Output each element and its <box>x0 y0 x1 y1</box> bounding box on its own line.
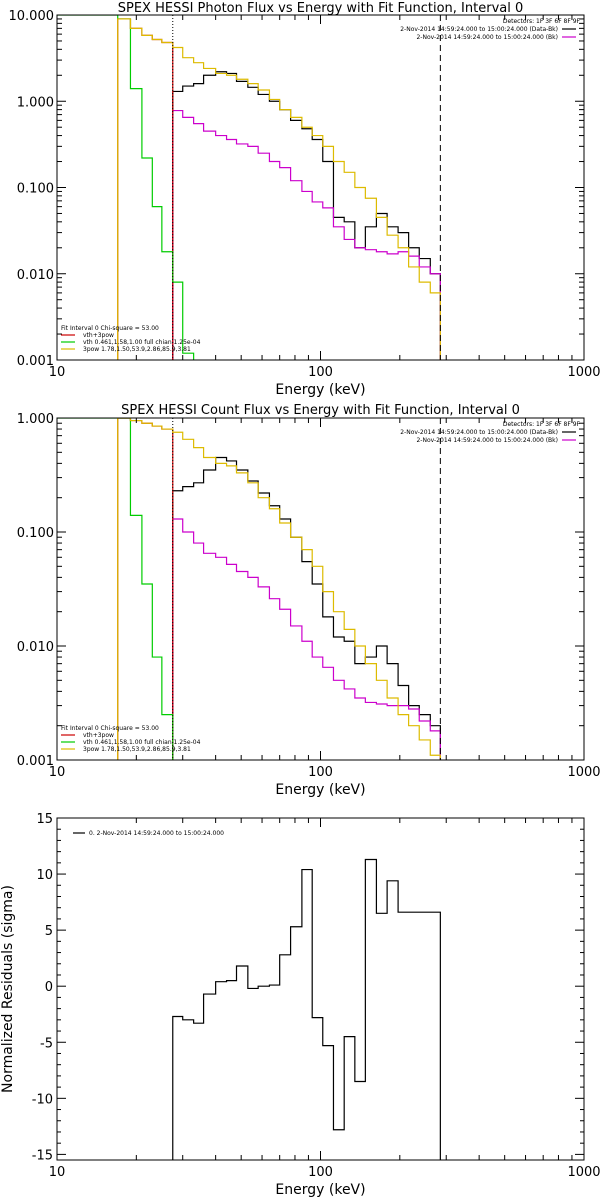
y-tick-label: -10 <box>32 1092 53 1107</box>
legend-title: Detectors: 1F 3F 6F 8F 9F <box>503 18 581 25</box>
legend-entry-label: 2-Nov-2014 14:59:24.000 to 15:00:24.000 … <box>416 437 558 444</box>
series-line-bk <box>172 109 441 360</box>
x-tick-label: 100 <box>308 365 333 380</box>
y-axis-title: Normalized Residuals (sigma) <box>0 885 16 1093</box>
y-tick-label: -5 <box>40 1036 53 1051</box>
x-tick-label: 1000 <box>567 765 600 780</box>
axes-frame <box>56 417 585 761</box>
x-tick-label: 10 <box>49 365 66 380</box>
series-line-vth-3pow <box>117 18 174 360</box>
axes-frame <box>56 817 585 1161</box>
x-tick-label: 10 <box>49 1165 66 1180</box>
x-axis-title: Energy (keV) <box>275 1182 365 1198</box>
x-axis-title: Energy (keV) <box>275 782 365 798</box>
legend-title: Fit Interval 0 Chi-square = 53.00 <box>61 325 159 332</box>
chart-3: 10 100 1000 Energy (keV) -15 -10 -5 0 5 10 15 Norma… <box>0 812 600 1198</box>
legend-entry-label: 3pow 1.78,1.50,53.9,2.86,85.9,3.81 <box>83 346 191 353</box>
y-tick-label: 1.000 <box>17 412 54 427</box>
y-tick-label: 0.001 <box>17 754 54 769</box>
series-line-data-bk <box>172 71 441 360</box>
legend-entry-label: 3pow 1.78,1.50,53.9,2.86,85.9,3.81 <box>83 746 191 753</box>
legend-entry-label: 2-Nov-2014 14:59:24.000 to 15:00:24.000 … <box>416 34 558 41</box>
x-tick-label: 10 <box>49 765 66 780</box>
legend-entry-label: vth 0.461,1.58,1.00 full chian 1.25e-04 <box>83 339 201 346</box>
series-line-bk <box>172 518 441 760</box>
plot-area <box>172 858 441 1160</box>
y-tick-label: 0.100 <box>17 526 54 541</box>
y-tick-label: 10 <box>36 868 53 883</box>
y-tick-label: 0 <box>45 980 53 995</box>
y-tick-label: 0.010 <box>17 640 54 655</box>
y-tick-label: 15 <box>36 812 53 827</box>
series-line-0-2-nov-2014-14-59-24-000-to-15-00-24-000 <box>172 858 441 1160</box>
chart-title: SPEX HESSI Photon Flux vs Energy with Fi… <box>118 1 524 16</box>
legend-title: Fit Interval 0 Chi-square = 53.00 <box>61 725 159 732</box>
x-tick-label: 1000 <box>567 1165 600 1180</box>
legend-entry-label: 0. 2-Nov-2014 14:59:24.000 to 15:00:24.0… <box>89 830 224 837</box>
x-tick-label: 100 <box>308 1165 333 1180</box>
chart-1: SPEX HESSI Photon Flux vs Energy with Fi… <box>9 1 600 398</box>
legend-entry-label: vth+3pow <box>83 732 114 739</box>
series-line-3pow <box>117 418 441 760</box>
legend-entry-label: vth 0.461,1.58,1.00 full chian 1.25e-04 <box>83 739 201 746</box>
x-axis-title: Energy (keV) <box>275 382 365 398</box>
series-line-vth <box>57 418 174 760</box>
y-tick-label: 0.010 <box>17 268 54 283</box>
x-tick-label: 100 <box>308 765 333 780</box>
y-tick-label: 0.001 <box>17 354 54 369</box>
y-tick-label: 5 <box>45 924 53 939</box>
plot-area <box>57 418 441 760</box>
legend-entry-label: 2-Nov-2014 14:59:24.000 to 15:00:24.000 … <box>400 26 558 33</box>
chart-2: SPEX HESSI Count Flux vs Energy with Fit… <box>17 403 600 798</box>
legend-title: Detectors: 1F 3F 6F 8F 9F <box>503 421 581 428</box>
y-tick-label: 1.000 <box>17 95 54 110</box>
legend-entry-label: 2-Nov-2014 14:59:24.000 to 15:00:24.000 … <box>400 429 558 436</box>
series-line-vth <box>57 15 195 360</box>
series-line-3pow <box>117 18 441 360</box>
series-line-vth-3pow <box>117 418 174 760</box>
legend-entry-label: vth+3pow <box>83 332 114 339</box>
chart-title: SPEX HESSI Count Flux vs Energy with Fit… <box>121 403 520 418</box>
y-tick-label: 0.100 <box>17 182 54 197</box>
y-tick-label: 10.000 <box>9 9 55 24</box>
plot-area <box>57 15 441 360</box>
x-tick-label: 1000 <box>567 365 600 380</box>
axes-frame <box>56 14 585 361</box>
y-tick-label: -15 <box>32 1148 53 1163</box>
